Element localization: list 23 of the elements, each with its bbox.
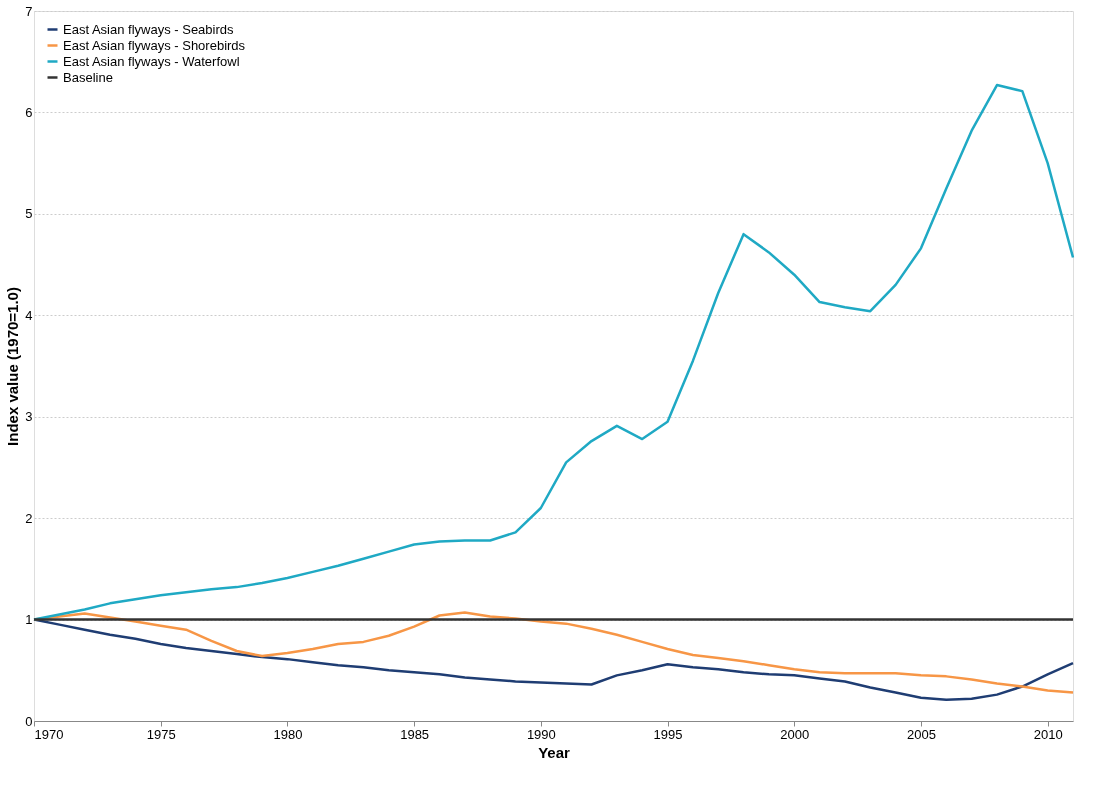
x-tick-label: 1985 <box>400 726 430 742</box>
legend-label: East Asian flyways - Waterfowl <box>63 53 240 69</box>
x-tick-label: 1995 <box>653 726 683 742</box>
x-tick-label: 1970 <box>34 726 64 742</box>
y-tick-label: 4 <box>25 307 33 323</box>
legend-label: East Asian flyways - Seabirds <box>63 21 235 37</box>
y-tick-label: 2 <box>25 510 33 526</box>
x-axis-title: Year <box>538 743 571 761</box>
legend-label: Baseline <box>63 69 113 85</box>
y-tick-label: 0 <box>25 713 33 729</box>
y-tick-label: 5 <box>25 206 33 222</box>
x-tick-label: 2010 <box>1033 726 1063 742</box>
x-tick-label: 1975 <box>146 726 176 742</box>
x-tick-label: 2000 <box>780 726 810 742</box>
x-tick-label: 2005 <box>906 726 936 742</box>
y-tick-label: 6 <box>25 104 33 120</box>
y-tick-label: 7 <box>25 3 33 19</box>
x-tick-label: 1990 <box>526 726 556 742</box>
y-tick-label: 3 <box>25 409 33 425</box>
y-axis-title: Index value (1970=1.0) <box>4 287 22 446</box>
legend-label: East Asian flyways - Shorebirds <box>63 37 246 53</box>
y-tick-label: 1 <box>25 612 33 628</box>
x-tick-label: 1980 <box>273 726 303 742</box>
